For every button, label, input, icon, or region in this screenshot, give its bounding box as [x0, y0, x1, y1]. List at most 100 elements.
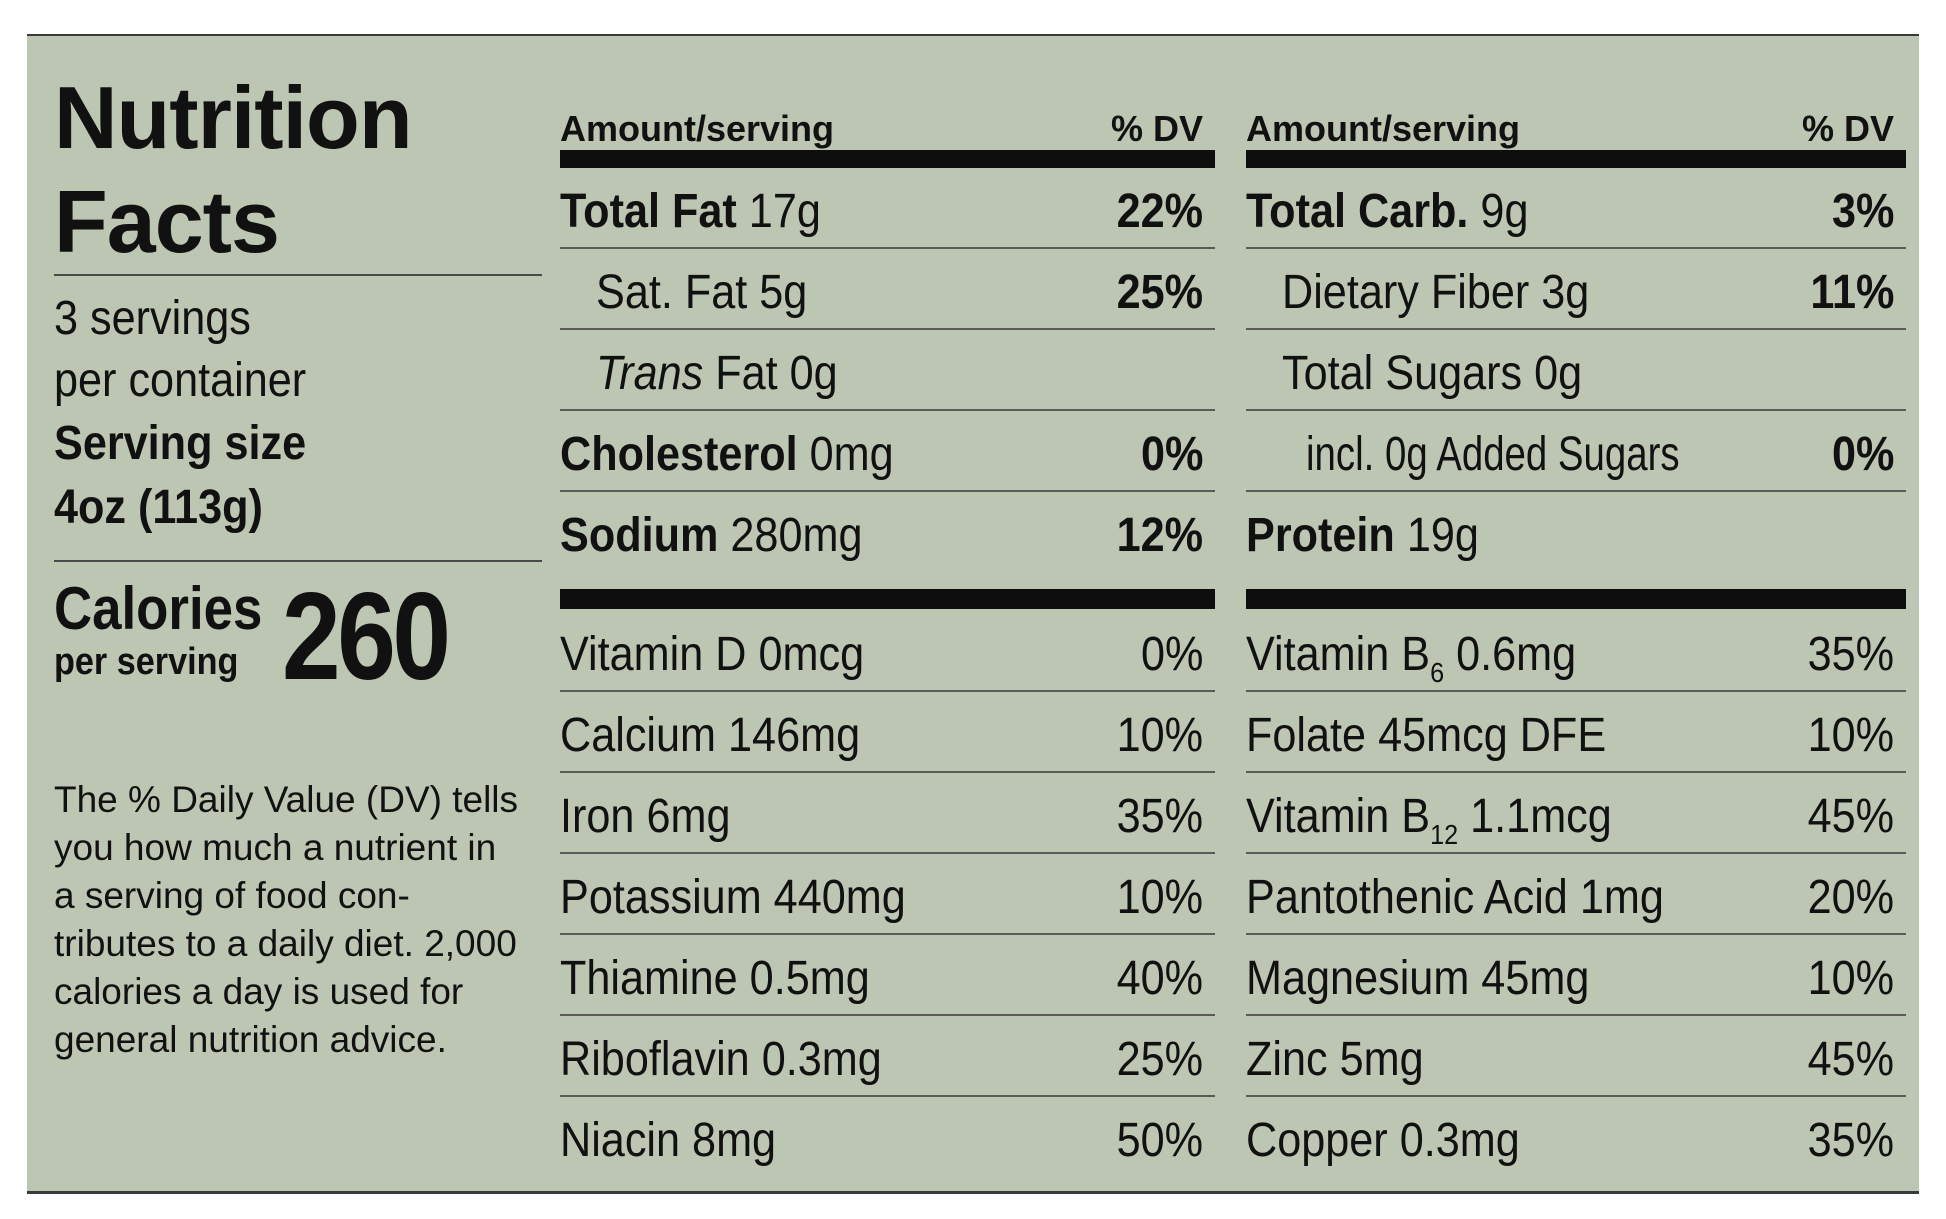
vitamin-row: Niacin 8mg 50% — [560, 1097, 1215, 1178]
vitamin-amount: 1.1mcg — [1458, 790, 1612, 843]
calories-label: Calories — [54, 575, 263, 642]
vitamin-dv: 40% — [1116, 952, 1203, 1005]
vitamin-subscript: 12 — [1430, 819, 1459, 850]
vitamin-dv: 50% — [1116, 1114, 1203, 1167]
vitamin-subscript: 6 — [1430, 657, 1445, 688]
vitamin-label: Pantothenic Acid 1mg — [1246, 871, 1664, 924]
vitamin-row: Calcium 146mg 10% — [560, 692, 1215, 773]
nutrient-row: Protein 19g — [1246, 492, 1906, 573]
nutrient-amount: 0mg — [809, 428, 894, 481]
vitamin-row: Folate 45mcg DFE 10% — [1246, 692, 1906, 773]
vitamin-dv: 10% — [1116, 871, 1203, 924]
vitamin-dv: 20% — [1807, 871, 1894, 924]
vitamin-dv: 35% — [1116, 790, 1203, 843]
nutrient-amount: 0g — [1534, 347, 1583, 400]
vitamin-label: Zinc 5mg — [1246, 1033, 1424, 1086]
nutrient-row: Sodium 280mg 12% — [560, 492, 1215, 573]
servings-line1: 3 servings — [54, 292, 251, 345]
dv-header: % DV — [1801, 108, 1894, 149]
thick-bar — [560, 589, 1215, 609]
nutrient-name: Trans — [596, 347, 704, 400]
vitamin-dv: 45% — [1807, 1033, 1894, 1086]
title-line2: Facts — [54, 172, 280, 271]
nutrient-row: Total Carb. 9g 3% — [1246, 168, 1906, 249]
vitamin-label: Vitamin B — [1246, 790, 1431, 843]
nutrient-row: Total Sugars 0g — [1246, 330, 1906, 411]
vitamin-dv: 35% — [1807, 1114, 1894, 1167]
nutrient-name: Dietary Fiber — [1282, 266, 1530, 319]
nutrient-amount: 19g — [1406, 509, 1479, 562]
dv-header: % DV — [1110, 108, 1203, 149]
nutrient-dv: 0% — [1140, 428, 1203, 481]
vitamin-amount: 0.6mg — [1444, 628, 1577, 681]
nutrient-row: Cholesterol 0mg 0% — [560, 411, 1215, 492]
vitamin-label: Niacin 8mg — [560, 1114, 777, 1167]
amount-header: Amount/serving — [1246, 108, 1521, 149]
vitamin-label: Vitamin D 0mcg — [560, 628, 865, 681]
vitamin-label: Copper 0.3mg — [1246, 1114, 1520, 1167]
vitamin-row: Copper 0.3mg 35% — [1246, 1097, 1906, 1178]
nutrient-name: incl. 0g Added Sugars — [1306, 428, 1680, 481]
vitamin-row: Pantothenic Acid 1mg 20% — [1246, 854, 1906, 935]
nutrient-name: Protein — [1246, 509, 1395, 562]
vitamin-label: Potassium 440mg — [560, 871, 906, 924]
vitamin-dv: 0% — [1140, 628, 1203, 681]
column-header: Amount/serving % DV — [1246, 96, 1906, 150]
nutrient-dv: 22% — [1116, 185, 1203, 238]
nutrient-row: Trans Fat 0g — [560, 330, 1215, 411]
thick-bar — [1246, 150, 1906, 168]
nutrient-dv: 11% — [1809, 266, 1894, 319]
nutrient-name: Total Carb. — [1246, 185, 1469, 238]
nutrient-name: Total Fat — [560, 185, 737, 238]
vitamin-label: Folate 45mcg DFE — [1246, 709, 1607, 762]
vitamin-dv: 25% — [1116, 1033, 1203, 1086]
nutrient-amount: 3g — [1541, 266, 1590, 319]
nutrient-amount: 17g — [748, 185, 821, 238]
vitamin-label: Magnesium 45mg — [1246, 952, 1590, 1005]
vitamin-dv: 35% — [1807, 628, 1894, 681]
vitamin-row: Magnesium 45mg 10% — [1246, 935, 1906, 1016]
thick-bar — [560, 150, 1215, 168]
nutrient-dv: 25% — [1116, 266, 1203, 319]
column-header: Amount/serving % DV — [560, 96, 1215, 150]
nutrient-dv: 0% — [1831, 428, 1894, 481]
serving-size-label: Serving size — [54, 417, 307, 470]
nutrient-row: Dietary Fiber 3g 11% — [1246, 249, 1906, 330]
vitamin-row: Potassium 440mg 10% — [560, 854, 1215, 935]
divider — [54, 274, 542, 276]
nutrient-row: Total Fat 17g 22% — [560, 168, 1215, 249]
vitamin-list-right: Vitamin B6 0.6mg 35% Folate 45mcg DFE 10% … — [1246, 611, 1906, 1178]
servings-line2: per container — [54, 354, 307, 407]
vitamin-label: Thiamine 0.5mg — [560, 952, 870, 1005]
label-left-panel: Nutrition Facts 3 servings per container… — [54, 66, 542, 1064]
vitamin-label: Calcium 146mg — [560, 709, 861, 762]
nutrient-amount: Fat 0g — [715, 347, 838, 400]
nutrient-name: Sodium — [560, 509, 719, 562]
nutrient-dv: 12% — [1116, 509, 1203, 562]
nutrient-dv: 3% — [1831, 185, 1894, 238]
nutrition-facts-label: Nutrition Facts 3 servings per container… — [27, 34, 1919, 1194]
nutrient-amount: 9g — [1480, 185, 1529, 238]
serving-size-value: 4oz (113g) — [54, 481, 263, 534]
nutrient-name: Cholesterol — [560, 428, 798, 481]
vitamin-list-left: Vitamin D 0mcg 0% Calcium 146mg 10% Iron 6… — [560, 611, 1215, 1178]
nutrient-name: Total Sugars — [1282, 347, 1523, 400]
vitamin-row: Riboflavin 0.3mg 25% — [560, 1016, 1215, 1097]
amount-header: Amount/serving — [560, 108, 835, 149]
vitamin-row: Zinc 5mg 45% — [1246, 1016, 1906, 1097]
vitamin-dv: 10% — [1807, 709, 1894, 762]
vitamin-row: Vitamin B6 0.6mg 35% — [1246, 611, 1906, 692]
nutrient-row: incl. 0g Added Sugars 0% — [1246, 411, 1906, 492]
vitamin-dv: 10% — [1807, 952, 1894, 1005]
nutrient-column-left: Amount/serving % DV Total Fat 17g 22% Sa… — [560, 96, 1215, 1178]
vitamin-dv: 10% — [1116, 709, 1203, 762]
calories-sub: per serving — [54, 641, 239, 683]
vitamin-label: Riboflavin 0.3mg — [560, 1033, 882, 1086]
vitamin-row: Iron 6mg 35% — [560, 773, 1215, 854]
nutrient-row: Sat. Fat 5g 25% — [560, 249, 1215, 330]
nutrient-amount: 280mg — [730, 509, 863, 562]
vitamin-label: Iron 6mg — [560, 790, 731, 843]
vitamin-row: Thiamine 0.5mg 40% — [560, 935, 1215, 1016]
nutrient-column-right: Amount/serving % DV Total Carb. 9g 3% Di… — [1246, 96, 1906, 1178]
nutrient-name: Sat. Fat — [596, 266, 748, 319]
